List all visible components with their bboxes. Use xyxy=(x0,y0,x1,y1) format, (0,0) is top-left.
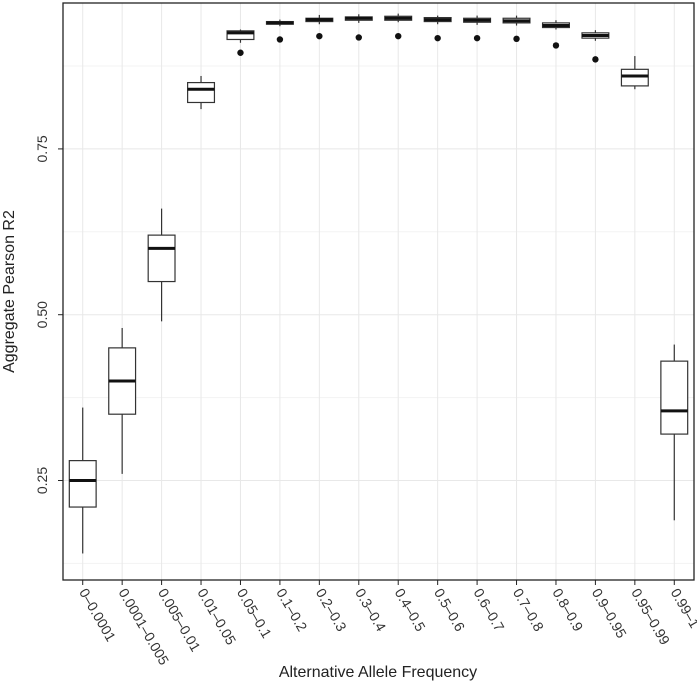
box-14 xyxy=(581,30,610,63)
box-3 xyxy=(147,208,176,322)
box-body xyxy=(226,30,255,41)
x-tick-label: 0.7–0.8 xyxy=(510,586,547,635)
x-tick-label: 0.1–0.2 xyxy=(273,586,310,635)
box-body xyxy=(620,68,649,87)
box-series xyxy=(68,13,689,554)
y-tick-label: 0.75 xyxy=(34,135,50,162)
outlier-point xyxy=(434,34,441,42)
outlier-point xyxy=(276,36,284,43)
x-tick-label: 0–0.0001 xyxy=(76,586,119,645)
x-tick-label: 0.4–0.5 xyxy=(392,586,429,635)
outlier-point xyxy=(552,42,560,49)
x-tick-label: 0.8–0.9 xyxy=(549,586,586,635)
x-tick-label: 0.01–0.05 xyxy=(194,586,239,648)
outlier-point xyxy=(316,32,323,40)
box-1 xyxy=(68,407,97,554)
box-16 xyxy=(660,344,689,521)
outlier-point xyxy=(355,34,362,41)
box-body xyxy=(68,460,97,508)
box-13 xyxy=(541,20,570,49)
box-6 xyxy=(265,19,294,43)
outlier-point xyxy=(473,34,481,42)
x-axis: 0–0.00010.0001–0.0050.005–0.010.01–0.050… xyxy=(76,580,697,668)
x-tick-label: 0.2–0.3 xyxy=(313,586,350,635)
box-4 xyxy=(187,75,216,110)
box-2 xyxy=(108,327,137,474)
y-axis: 0.25 0.50 0.75 xyxy=(34,135,63,494)
box-body xyxy=(660,360,689,435)
box-7 xyxy=(305,14,334,40)
box-8 xyxy=(344,14,373,41)
x-tick-label: 0.9–0.95 xyxy=(589,586,630,641)
box-11 xyxy=(463,15,492,42)
x-tick-label: 0.05–0.1 xyxy=(234,586,275,641)
x-tick-label: 0.99–1 xyxy=(668,586,697,631)
y-tick-label: 0.50 xyxy=(34,301,50,328)
outlier-point xyxy=(395,32,402,40)
y-axis-title: Aggregate Pearson R2 xyxy=(1,210,18,373)
outlier-point xyxy=(237,49,244,56)
box-body xyxy=(147,234,176,283)
x-tick-label: 0.6–0.7 xyxy=(470,586,507,635)
x-axis-title: Alternative Allele Frequency xyxy=(279,664,477,681)
box-12 xyxy=(502,15,531,43)
y-tick-label: 0.25 xyxy=(34,467,50,494)
grid-lines xyxy=(63,3,694,580)
box-5 xyxy=(226,29,255,56)
outlier-point xyxy=(592,56,599,63)
box-15 xyxy=(620,56,649,90)
outlier-point xyxy=(513,35,520,43)
x-tick-label: 0.95–0.99 xyxy=(628,586,673,648)
x-tick-label: 0.5–0.6 xyxy=(431,586,468,635)
box-10 xyxy=(423,15,452,42)
plot-frame xyxy=(62,2,695,581)
box-9 xyxy=(384,13,413,40)
box-body xyxy=(187,81,216,104)
x-tick-label: 0.3–0.4 xyxy=(352,586,389,635)
